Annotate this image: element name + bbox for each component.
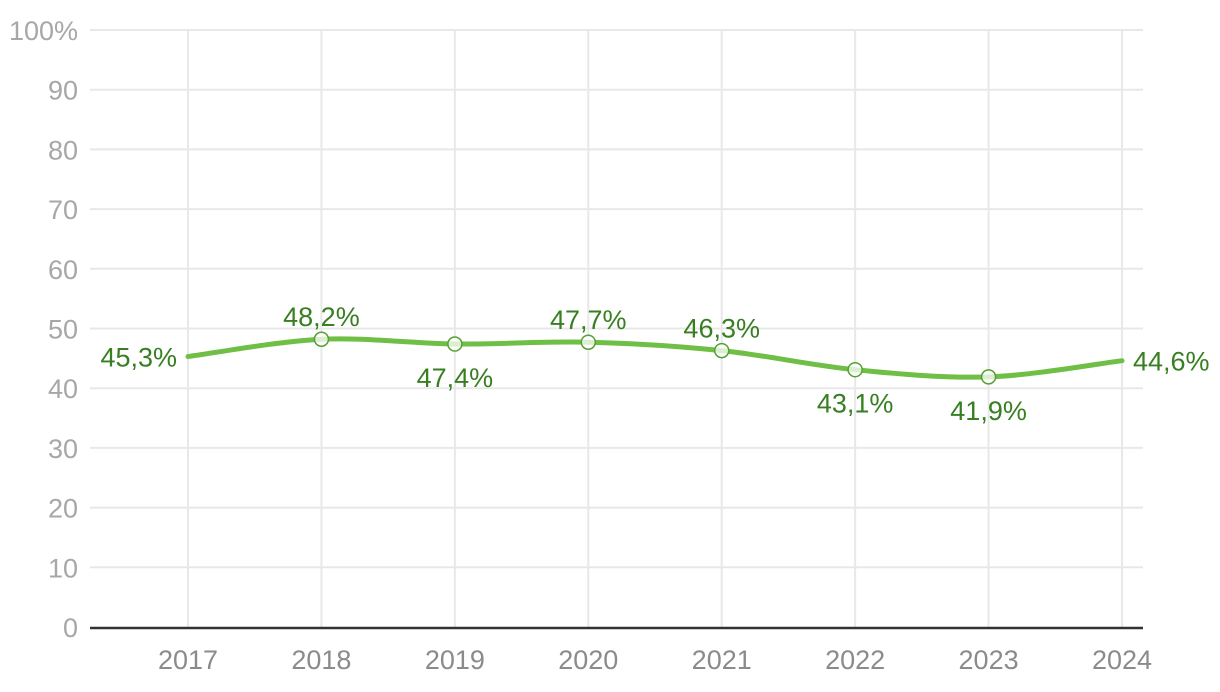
x-axis-tick-label: 2017	[158, 645, 218, 675]
x-axis-tick-label: 2018	[291, 645, 351, 675]
x-axis-tick-label: 2020	[558, 645, 618, 675]
data-point-marker[interactable]	[313, 331, 330, 347]
data-point-label: 48,2%	[283, 302, 360, 332]
x-axis-tick-label: 2023	[959, 645, 1019, 675]
y-axis-tick-label: 100%	[9, 16, 78, 46]
data-point-label: 45,3%	[100, 343, 177, 373]
data-point-marker[interactable]	[713, 342, 730, 359]
data-point-marker[interactable]	[580, 334, 597, 350]
data-point-label: 47,4%	[417, 363, 494, 393]
y-axis-tick-label: 60	[48, 255, 78, 285]
data-point-marker[interactable]	[447, 336, 463, 352]
y-axis-tick-label: 70	[48, 195, 78, 225]
data-point-label: 43,1%	[817, 389, 894, 419]
data-point-marker[interactable]	[847, 361, 863, 378]
data-point-label: 44,6%	[1133, 347, 1210, 377]
y-axis-tick-label: 40	[48, 374, 78, 404]
y-axis-tick-label: 20	[48, 494, 78, 524]
y-axis-tick-label: 50	[48, 315, 78, 345]
data-point-label: 46,3%	[683, 314, 760, 344]
data-point-label: 41,9%	[950, 396, 1027, 426]
y-axis-tick-label: 10	[48, 553, 78, 583]
x-axis-tick-label: 2021	[692, 645, 752, 675]
data-series-line	[185, 336, 1125, 380]
y-axis-tick-label: 30	[48, 434, 78, 464]
x-axis-tick-label: 2024	[1092, 645, 1152, 675]
x-axis-tick-label: 2022	[825, 645, 885, 675]
x-axis-tick-label: 2019	[425, 645, 485, 675]
y-axis-tick-label: 90	[48, 76, 78, 106]
y-axis-tick-label: 80	[48, 135, 78, 165]
data-point-label: 47,7%	[550, 305, 627, 335]
y-axis-tick-label: 0	[63, 613, 78, 643]
data-point-marker[interactable]	[980, 369, 997, 385]
